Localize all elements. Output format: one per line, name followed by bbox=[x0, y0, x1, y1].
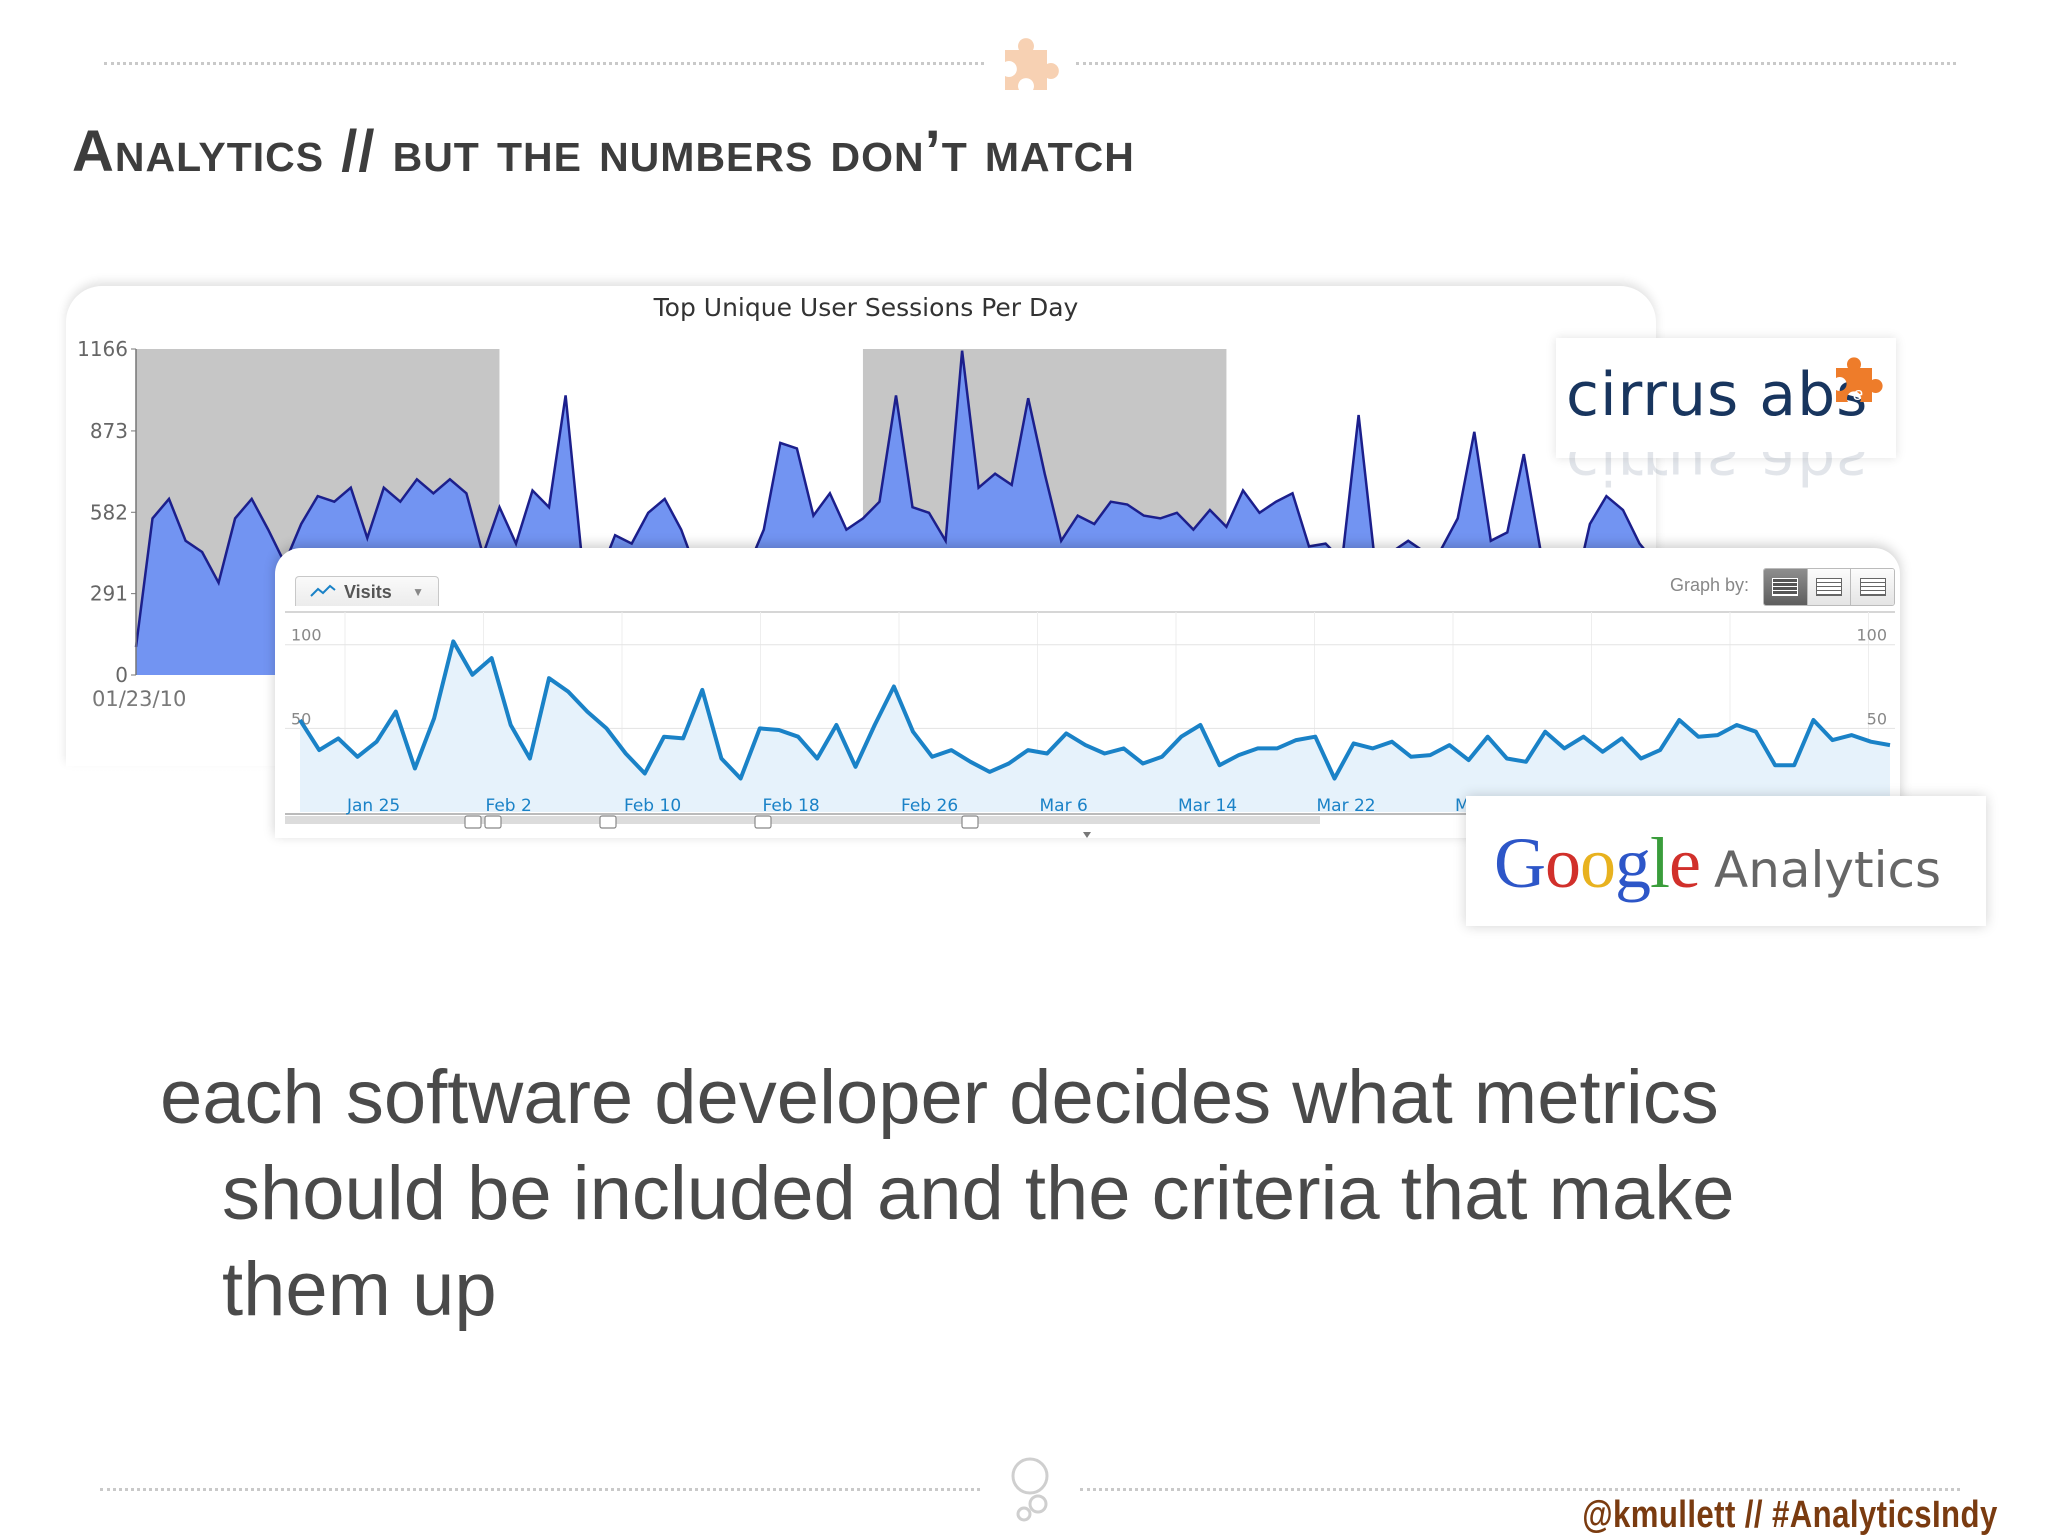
cirrus-logo-card: cirrus abs e bbox=[1556, 338, 1896, 458]
graph-by-label: Graph by: bbox=[1670, 575, 1750, 595]
bottom-divider-left bbox=[100, 1488, 980, 1491]
x-tick-label: Jan 25 bbox=[346, 796, 400, 816]
y-tick-label-left: 50 bbox=[291, 709, 311, 728]
y-tick-label-right: 50 bbox=[1867, 709, 1887, 728]
bubble-logo-icon bbox=[1011, 1457, 1049, 1522]
cirrus-logo-reflection: cirrus abs bbox=[1566, 452, 1869, 497]
y-tick-label: 582 bbox=[90, 500, 128, 524]
google-letter: l bbox=[1650, 823, 1670, 903]
footer-handle: @kmullett // #AnalyticsIndy bbox=[1582, 1494, 1998, 1536]
annotation-icon bbox=[464, 815, 482, 829]
google-letter: o bbox=[1545, 823, 1581, 903]
cirrus-logo-text: cirrus abs bbox=[1566, 360, 1869, 430]
svg-text:e: e bbox=[1853, 384, 1863, 404]
annotation-icon bbox=[599, 815, 617, 829]
google-letter: G bbox=[1494, 823, 1546, 903]
metric-dropdown-label: Visits bbox=[344, 582, 392, 602]
calendar-month-icon bbox=[1859, 578, 1886, 596]
puzzle-logo-icon: e bbox=[1005, 38, 1059, 97]
visits-line bbox=[298, 639, 1891, 781]
y-tick-label-right: 100 bbox=[1856, 626, 1887, 645]
graph-by-month-button[interactable] bbox=[1851, 569, 1894, 605]
scroll-handle-icon bbox=[1083, 832, 1091, 838]
cirrus-puzzle-icon: e bbox=[1836, 357, 1883, 404]
x-tick-label: Feb 2 bbox=[486, 796, 532, 816]
google-letter: o bbox=[1580, 823, 1616, 903]
ga-logo-card: Google Analytics bbox=[1466, 796, 1986, 926]
x-tick-label: Feb 10 bbox=[624, 796, 681, 816]
google-letter: g bbox=[1615, 823, 1651, 903]
google-analytics-logo: Google Analytics bbox=[1494, 822, 1941, 905]
y-tick-label: 1166 bbox=[77, 337, 128, 361]
x-tick-label: Mar 6 bbox=[1040, 796, 1088, 816]
top-divider-left bbox=[104, 62, 984, 65]
ga-chart-panel: 50 50 100 100 Jan 25 Feb 2 Feb 10 Feb 18 Feb 26… bbox=[275, 548, 1900, 838]
graph-by-day-button[interactable] bbox=[1764, 569, 1808, 605]
visits-area bbox=[300, 641, 1890, 812]
x-tick-label: Feb 26 bbox=[901, 796, 958, 816]
annotation-icon bbox=[484, 815, 502, 829]
cirrus-chart-title: Top Unique User Sessions Per Day bbox=[653, 293, 1079, 322]
metric-dropdown-button[interactable]: Visits ▼ bbox=[295, 576, 439, 606]
ga-chart: 50 50 100 100 Jan 25 Feb 2 Feb 10 Feb 18 Feb 26… bbox=[285, 611, 1895, 838]
y-tick-label: 873 bbox=[90, 419, 128, 443]
top-divider-right bbox=[1076, 62, 1956, 65]
y-tick-label: 291 bbox=[90, 582, 128, 606]
google-letter: e bbox=[1669, 823, 1701, 903]
annotation-icon bbox=[961, 815, 979, 829]
bottom-divider-right bbox=[1080, 1488, 1960, 1491]
graph-by-week-button[interactable] bbox=[1807, 569, 1852, 605]
slide-title: Analytics // but the numbers don’t match bbox=[72, 119, 1135, 184]
calendar-day-icon bbox=[1772, 578, 1799, 596]
timeline-scrollbar bbox=[285, 816, 1320, 824]
y-tick-label-left: 100 bbox=[291, 626, 322, 645]
chevron-down-icon: ▼ bbox=[412, 585, 424, 599]
x-tick-label: Feb 18 bbox=[763, 796, 820, 816]
google-wordmark: Google bbox=[1494, 823, 1701, 903]
svg-text:e: e bbox=[1022, 72, 1034, 97]
x-tick-label: Mar 14 bbox=[1178, 796, 1237, 816]
x-tick-label: Mar 22 bbox=[1317, 796, 1376, 816]
annotation-icon bbox=[754, 815, 772, 829]
analytics-wordmark: Analytics bbox=[1713, 841, 1942, 899]
calendar-week-icon bbox=[1816, 578, 1842, 596]
graph-by-toggle bbox=[1763, 568, 1895, 606]
trend-line-icon bbox=[310, 584, 336, 597]
sessions-line bbox=[134, 350, 1656, 648]
slide-body-text: each software developer decides what met… bbox=[160, 1055, 1735, 1332]
